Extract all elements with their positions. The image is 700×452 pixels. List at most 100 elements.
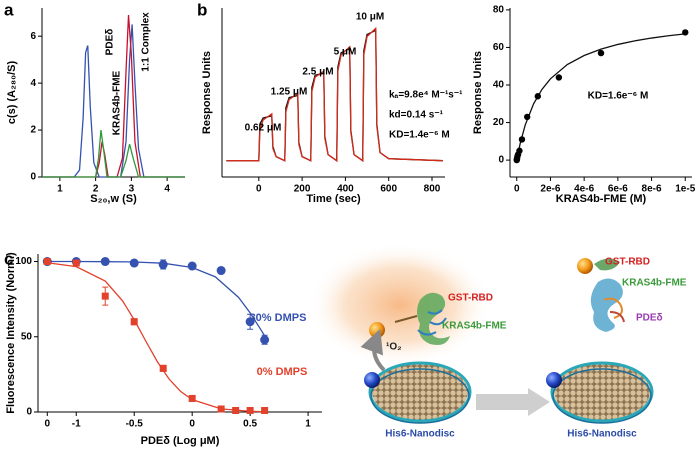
y-tick-label: 20	[493, 117, 505, 128]
point	[130, 318, 138, 326]
protein	[594, 258, 620, 271]
y-tick-label: 2	[30, 125, 36, 136]
protein	[590, 278, 623, 332]
glow	[308, 243, 492, 367]
x-tick-label: 0	[256, 184, 262, 195]
x-tick-label: -0.5	[126, 419, 144, 430]
line	[47, 260, 269, 341]
point	[100, 257, 110, 267]
label: ¹O₂	[386, 342, 402, 353]
y-tick-label: 6	[30, 31, 36, 42]
x-tick-label: 200	[294, 184, 311, 195]
x-tick-label: 2e-6	[540, 184, 560, 195]
donor-bead	[369, 322, 385, 338]
x-axis-label: S₂₀,w (S)	[90, 193, 137, 205]
acceptor-bead	[364, 372, 380, 388]
label: GST-RBD	[605, 257, 650, 268]
x-tick-label: 4	[164, 184, 170, 195]
protein	[609, 311, 625, 323]
point	[101, 292, 109, 300]
point	[245, 317, 255, 327]
label: GST-RBD	[448, 293, 493, 304]
nanodisc	[372, 364, 468, 420]
series-label: 30% DMPS	[250, 312, 307, 324]
panel-label: b	[197, 0, 207, 19]
point	[516, 147, 523, 154]
annotation: kd=0.14 s⁻¹	[389, 110, 444, 121]
acceptor-bead	[546, 372, 562, 388]
donor-bead	[577, 258, 593, 274]
y-tick-label: 80	[493, 5, 505, 16]
x-tick-label: 0	[514, 184, 520, 195]
y-tick-label: 0	[30, 172, 36, 183]
point	[216, 266, 226, 276]
x-tick-label: 3	[129, 184, 135, 195]
point	[523, 113, 531, 121]
x-axis-label: PDEδ (Log μM)	[141, 435, 220, 447]
point	[232, 406, 240, 414]
line	[226, 26, 443, 162]
belt	[552, 368, 652, 424]
point	[187, 261, 197, 271]
line	[42, 14, 185, 178]
point	[682, 29, 689, 36]
x-axis-label: KRAS4b-FME (M)	[556, 193, 647, 205]
point	[246, 406, 254, 414]
annotation: KD=1.6e⁻⁶ M	[588, 91, 649, 102]
point	[217, 405, 225, 413]
annotation: 1:1 Complex	[141, 12, 152, 72]
y-axis-label: Response Units	[472, 51, 484, 134]
point	[43, 258, 51, 266]
line	[42, 24, 185, 178]
annotation: 2.5 μM	[302, 67, 333, 78]
y-axis-label: Fluorescence Intensity (Norm.)	[5, 252, 17, 414]
x-tick-label: 8e-6	[642, 184, 662, 195]
label: His6-Nanodisc	[385, 429, 455, 440]
y-tick-label: 40	[493, 80, 505, 91]
x-axis-label: Time (sec)	[306, 193, 361, 205]
x-tick-label: 400	[337, 184, 354, 195]
x-tick-label: 0	[44, 419, 50, 430]
nanodisc	[554, 364, 650, 420]
point	[555, 74, 563, 81]
x-tick-label: 800	[424, 184, 441, 195]
panel-label: a	[4, 0, 14, 19]
label: PDEδ	[636, 313, 663, 324]
panel-label: c	[4, 249, 13, 268]
point	[72, 259, 80, 267]
line	[516, 33, 686, 161]
linker	[394, 315, 418, 323]
y-tick-label: 0	[26, 407, 32, 418]
line	[47, 262, 268, 413]
series-label: 0% DMPS	[257, 366, 308, 378]
x-tick-label: 1	[57, 184, 63, 195]
y-tick-label: 50	[21, 331, 33, 342]
annotation: 5 μM	[334, 47, 357, 58]
x-tick-label: 6e-6	[608, 184, 628, 195]
point	[158, 260, 168, 270]
x-tick-label: 1e-5	[675, 184, 695, 195]
belt	[550, 361, 654, 423]
x-tick-label: 4e-6	[574, 184, 594, 195]
point	[129, 258, 139, 268]
annotation: kₐ=9.8e⁴ M⁻¹s⁻¹	[389, 90, 463, 101]
point	[261, 406, 269, 414]
x-tick-label: 2	[93, 184, 99, 195]
label: KRAS4b-FME	[442, 321, 507, 332]
x-tick-label: -1	[72, 419, 81, 430]
point	[597, 49, 605, 57]
y-tick-label: 0	[498, 155, 504, 166]
protein	[417, 292, 450, 345]
y-tick-label: 100	[15, 256, 32, 267]
label: KRAS4b-FME	[622, 278, 687, 289]
arrow	[528, 388, 550, 416]
y-tick-label: 60	[493, 42, 505, 53]
y-axis-label: Response Units	[201, 51, 213, 134]
annotation: KRAS4b-FME	[112, 70, 123, 135]
y-tick-label: 4	[30, 78, 36, 89]
line	[42, 129, 185, 178]
x-tick-label: 0.5	[243, 419, 257, 430]
belt	[370, 368, 470, 424]
annotation: 10 μM	[356, 12, 384, 23]
schematic: GST-RBD KRAS4b-FME ¹O₂ His6-Nanodisc GST…	[308, 243, 687, 440]
